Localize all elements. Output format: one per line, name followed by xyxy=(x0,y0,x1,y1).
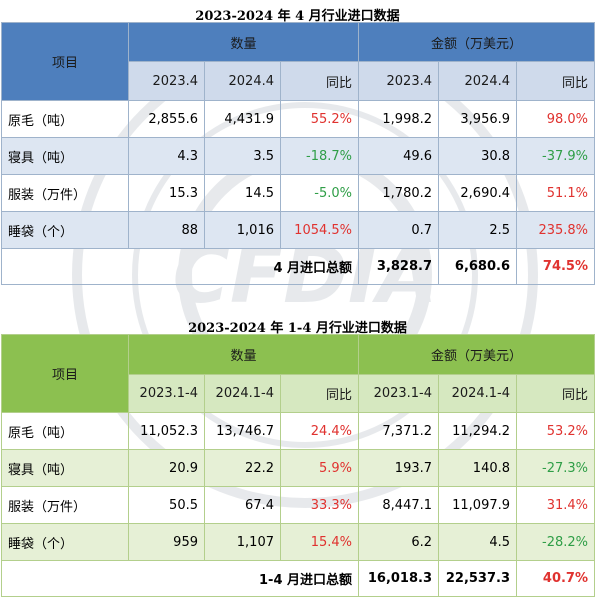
value-cell: 2.5 xyxy=(438,211,518,249)
row-label: 原毛（吨） xyxy=(1,412,129,450)
yoy-cell: 53.2% xyxy=(516,412,595,450)
value-cell: 1,998.2 xyxy=(358,100,440,138)
total-row: 1-4 月进口总额 16,018.3 22,537.3 40.7% xyxy=(0,560,595,597)
yoy-cell: -27.3% xyxy=(516,449,595,487)
column-header: 2023.4 xyxy=(128,61,205,101)
value-cell: 3.5 xyxy=(204,137,281,175)
table-row: 原毛（吨） 11,052.3 13,746.7 24.4% 7,371.2 11,294.… xyxy=(1,412,595,450)
value-cell: 13,746.7 xyxy=(204,412,281,450)
value-cell: 3,956.9 xyxy=(438,100,518,138)
total-value: 22,537.3 xyxy=(438,560,518,597)
table1-body: 原毛（吨） 2,855.6 4,431.9 55.2% 1,998.2 3,956.9 98… xyxy=(1,100,595,249)
value-cell: 4.3 xyxy=(128,137,205,175)
row-label: 睡袋（个） xyxy=(1,211,129,249)
value-cell: 20.9 xyxy=(128,449,205,487)
amount-group-header: 金额（万美元） xyxy=(358,334,595,375)
amount-group-header: 金额（万美元） xyxy=(358,22,595,62)
value-cell: 11,097.9 xyxy=(438,486,518,524)
total-label: 1-4 月进口总额 xyxy=(0,560,360,597)
value-cell: 11,052.3 xyxy=(128,412,205,450)
yoy-cell: 51.1% xyxy=(516,174,595,212)
value-cell: 30.8 xyxy=(438,137,518,175)
row-label: 服装（万件） xyxy=(1,174,129,212)
yoy-cell: 5.9% xyxy=(279,449,360,487)
row-label: 寝具（吨） xyxy=(1,137,129,175)
value-cell: 11,294.2 xyxy=(438,412,518,450)
value-cell: 2,690.4 xyxy=(438,174,518,212)
item-header: 项目 xyxy=(1,334,129,413)
column-header: 2024.4 xyxy=(438,61,518,101)
value-cell: 8,447.1 xyxy=(358,486,440,524)
value-cell: 49.6 xyxy=(358,137,440,175)
yoy-cell: 33.3% xyxy=(279,486,360,524)
column-header: 2023.1-4 xyxy=(358,374,440,413)
total-value: 16,018.3 xyxy=(358,560,440,597)
yoy-cell: 31.4% xyxy=(516,486,595,524)
row-label: 服装（万件） xyxy=(1,486,129,524)
value-cell: 0.7 xyxy=(358,211,440,249)
table-row: 睡袋（个） 959 1,107 15.4% 6.2 4.5 -28.2% xyxy=(1,523,595,561)
value-cell: 1,780.2 xyxy=(358,174,440,212)
column-header: 2024.1-4 xyxy=(204,374,281,413)
table-row: 原毛（吨） 2,855.6 4,431.9 55.2% 1,998.2 3,956.9 98… xyxy=(1,100,595,138)
value-cell: 22.2 xyxy=(204,449,281,487)
value-cell: 50.5 xyxy=(128,486,205,524)
yoy-cell: 98.0% xyxy=(516,100,595,138)
yoy-cell: 15.4% xyxy=(279,523,360,561)
column-header: 同比 xyxy=(516,374,595,413)
value-cell: 88 xyxy=(128,211,205,249)
total-row: 4 月进口总额 3,828.7 6,680.6 74.5% xyxy=(0,248,595,285)
table2-body: 原毛（吨） 11,052.3 13,746.7 24.4% 7,371.2 11,294.… xyxy=(1,412,595,561)
table-row: 寝具（吨） 4.3 3.5 -18.7% 49.6 30.8 -37.9% xyxy=(1,137,595,175)
total-value: 3,828.7 xyxy=(358,248,440,285)
value-cell: 4,431.9 xyxy=(204,100,281,138)
value-cell: 1,107 xyxy=(204,523,281,561)
value-cell: 193.7 xyxy=(358,449,440,487)
column-header: 2023.4 xyxy=(358,61,440,101)
row-label: 原毛（吨） xyxy=(1,100,129,138)
value-cell: 15.3 xyxy=(128,174,205,212)
value-cell: 67.4 xyxy=(204,486,281,524)
yoy-cell: 235.8% xyxy=(516,211,595,249)
table-row: 寝具（吨） 20.9 22.2 5.9% 193.7 140.8 -27.3% xyxy=(1,449,595,487)
total-value: 6,680.6 xyxy=(438,248,518,285)
row-label: 睡袋（个） xyxy=(1,523,129,561)
yoy-cell: 24.4% xyxy=(279,412,360,450)
column-header: 2024.1-4 xyxy=(438,374,518,413)
yoy-cell: 55.2% xyxy=(279,100,360,138)
column-header: 2023.1-4 xyxy=(128,374,205,413)
column-header: 同比 xyxy=(279,374,360,413)
value-cell: 140.8 xyxy=(438,449,518,487)
yoy-cell: -37.9% xyxy=(516,137,595,175)
table-row: 服装（万件） 50.5 67.4 33.3% 8,447.1 11,097.9 31.4% xyxy=(1,486,595,524)
table1-title: 2023-2024 年 4 月行业进口数据 xyxy=(195,9,400,24)
quantity-group-header: 数量 xyxy=(127,22,360,62)
value-cell: 7,371.2 xyxy=(358,412,440,450)
value-cell: 6.2 xyxy=(358,523,440,561)
value-cell: 4.5 xyxy=(438,523,518,561)
total-label: 4 月进口总额 xyxy=(0,248,360,285)
table-jan-apr-import: 项目 数量 金额（万美元） 2023.1-4 2024.1-4 同比 2023.… xyxy=(0,334,595,597)
value-cell: 1,016 xyxy=(204,211,281,249)
yoy-cell: 1054.5% xyxy=(279,211,360,249)
yoy-cell: -5.0% xyxy=(279,174,360,212)
column-header: 2024.4 xyxy=(204,61,281,101)
value-cell: 2,855.6 xyxy=(128,100,205,138)
yoy-cell: -28.2% xyxy=(516,523,595,561)
table-row: 睡袋（个） 88 1,016 1054.5% 0.7 2.5 235.8% xyxy=(1,211,595,249)
value-cell: 959 xyxy=(128,523,205,561)
table2-title: 2023-2024 年 1-4 月行业进口数据 xyxy=(188,321,407,336)
column-header: 同比 xyxy=(516,61,595,101)
quantity-group-header: 数量 xyxy=(127,334,360,375)
table-april-import: 项目 数量 金额（万美元） 2023.4 2024.4 同比 2023.4 20… xyxy=(0,22,595,285)
table-row: 服装（万件） 15.3 14.5 -5.0% 1,780.2 2,690.4 51.1% xyxy=(1,174,595,212)
total-yoy: 74.5% xyxy=(516,248,595,285)
value-cell: 14.5 xyxy=(204,174,281,212)
item-header: 项目 xyxy=(1,22,129,101)
yoy-cell: -18.7% xyxy=(279,137,360,175)
column-header: 同比 xyxy=(279,61,360,101)
row-label: 寝具（吨） xyxy=(1,449,129,487)
total-yoy: 40.7% xyxy=(516,560,595,597)
